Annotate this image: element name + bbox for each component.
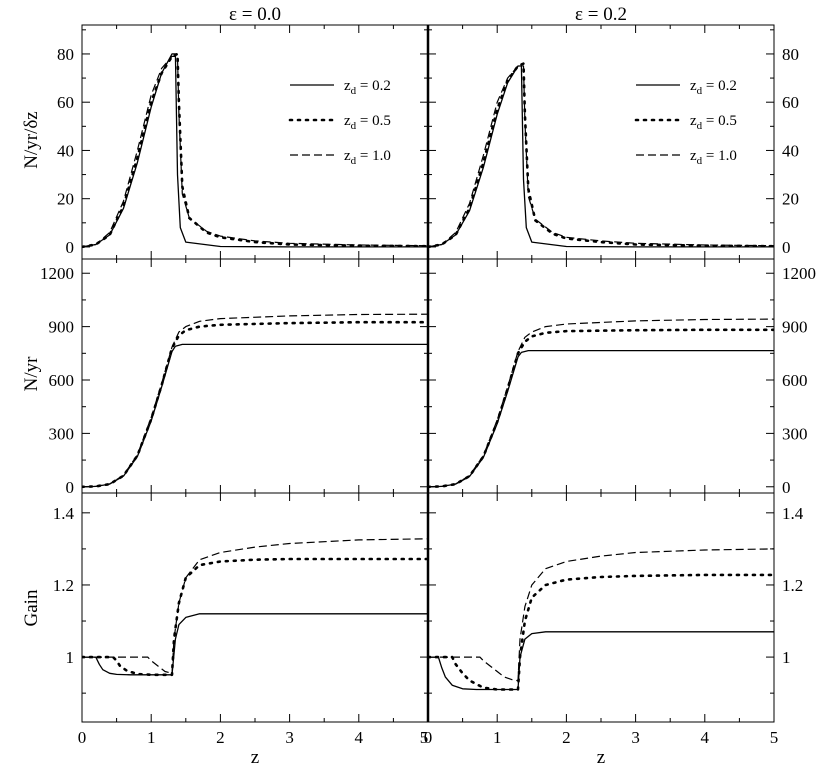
column-title-left: ε = 0.0: [229, 4, 281, 25]
plot-area: [428, 318, 774, 489]
legend-label: zd = 1.0: [344, 148, 391, 167]
legend-label: zd = 0.5: [690, 113, 737, 132]
y-tick-label: 300: [49, 424, 75, 443]
x-tick-label: 2: [216, 728, 225, 747]
series-line-dashed: [82, 313, 428, 488]
panel-2-1: 0 1 2 3 4 5 1 1.2 1.4: [424, 492, 804, 747]
y-tick-label: 0: [782, 478, 791, 497]
panel-0-0: 0 20 40 60 80: [57, 24, 429, 260]
series-line-dashed: [428, 318, 774, 488]
x-tick-label: 2: [562, 728, 571, 747]
x-tick-label: 1: [493, 728, 502, 747]
legend: zd = 0.2 zd = 0.5 zd = 1.0: [634, 78, 737, 167]
y-tick-label: 600: [49, 371, 75, 390]
series-line-dotted: [82, 557, 428, 677]
x-tick-label: 4: [355, 728, 364, 747]
series-line-dashed: [428, 65, 774, 248]
y-tick-label: 1.4: [782, 504, 804, 523]
series-line-dotted: [428, 62, 774, 249]
panel-frame: [427, 492, 775, 723]
x-tick-label: 0: [78, 728, 87, 747]
y-tick-label: 40: [782, 141, 799, 160]
panel-2-0: 0 1 2 3 4 5 1 1.2 1.4: [53, 492, 429, 747]
y-tick-label: 0: [66, 238, 75, 257]
y-tick-label: 40: [57, 141, 74, 160]
y-tick-label: 1200: [782, 264, 816, 283]
series-line-dotted: [428, 328, 774, 489]
plot-area: [82, 52, 428, 249]
y-tick-label: 1.2: [782, 576, 803, 595]
y-tick-label: 80: [782, 45, 799, 64]
series-line-solid: [428, 65, 774, 248]
y-tick-label: 80: [57, 45, 74, 64]
panel-frame: [427, 258, 775, 494]
legends: zd = 0.2 zd = 0.5 zd = 1.0 zd = 0.2 zd = 0.5…: [288, 78, 737, 167]
panel-frame: [427, 24, 775, 260]
y-tick-label: 300: [782, 424, 808, 443]
series-line-dashed: [428, 548, 774, 682]
x-tick-label: 3: [631, 728, 640, 747]
legend-label: zd = 1.0: [690, 148, 737, 167]
x-axis-title-right: z: [597, 747, 605, 766]
legend-label: zd = 0.2: [690, 78, 737, 97]
y-tick-label: 60: [782, 93, 799, 112]
y-tick-label: 600: [782, 371, 808, 390]
plot-area: [428, 62, 774, 249]
y-tick-label: 0: [782, 238, 791, 257]
series-line-solid: [82, 343, 428, 488]
x-tick-label: 3: [285, 728, 294, 747]
y-tick-label: 1: [66, 648, 75, 667]
series-line-dotted: [82, 320, 428, 489]
series-line-solid: [428, 631, 774, 691]
y-tick-label: 1.4: [53, 504, 75, 523]
panel-frame: [81, 24, 429, 260]
y-tick-label: 20: [782, 190, 799, 209]
y-tick-label: 1: [782, 648, 791, 667]
y-tick-label: 1200: [40, 264, 74, 283]
panel-1-1: 0 300 600 900 1200: [427, 258, 816, 497]
series-line-solid: [82, 613, 428, 676]
plot-area: [428, 548, 774, 691]
y-tick-label: 20: [57, 190, 74, 209]
panels: 0204060800204060800300600900120003006009…: [40, 24, 816, 747]
series-line-solid: [428, 349, 774, 488]
plot-area: [82, 313, 428, 489]
x-tick-label: 0: [424, 728, 433, 747]
panel-1-0: 0 300 600 900 1200: [40, 258, 429, 497]
x-axis-title-left: z: [251, 747, 259, 766]
y-axis-title-bottom: Gain: [21, 589, 42, 626]
legend: zd = 0.2 zd = 0.5 zd = 1.0: [288, 78, 391, 167]
y-axis-title-middle: N/yr: [21, 356, 42, 392]
series-line-dashed: [82, 55, 428, 248]
series-line-solid: [82, 53, 428, 248]
panel-0-1: 0 20 40 60 80: [427, 24, 799, 260]
y-tick-label: 60: [57, 93, 74, 112]
y-tick-label: 1.2: [53, 576, 74, 595]
panel-frame: [81, 258, 429, 494]
y-tick-label: 900: [49, 318, 75, 337]
legend-label: zd = 0.5: [344, 113, 391, 132]
plot-area: [82, 538, 428, 677]
x-tick-label: 4: [701, 728, 710, 747]
series-line-dashed: [82, 538, 428, 674]
panel-frame: [81, 492, 429, 723]
y-tick-label: 0: [66, 478, 75, 497]
legend-label: zd = 0.2: [344, 78, 391, 97]
x-tick-label: 1: [147, 728, 156, 747]
x-tick-label: 5: [770, 728, 779, 747]
y-tick-label: 900: [782, 318, 808, 337]
series-line-dotted: [428, 573, 774, 691]
column-title-right: ε = 0.2: [575, 4, 627, 25]
y-axis-title-top: N/yr/δz: [21, 111, 42, 169]
x-tick-label: 5: [420, 728, 429, 747]
